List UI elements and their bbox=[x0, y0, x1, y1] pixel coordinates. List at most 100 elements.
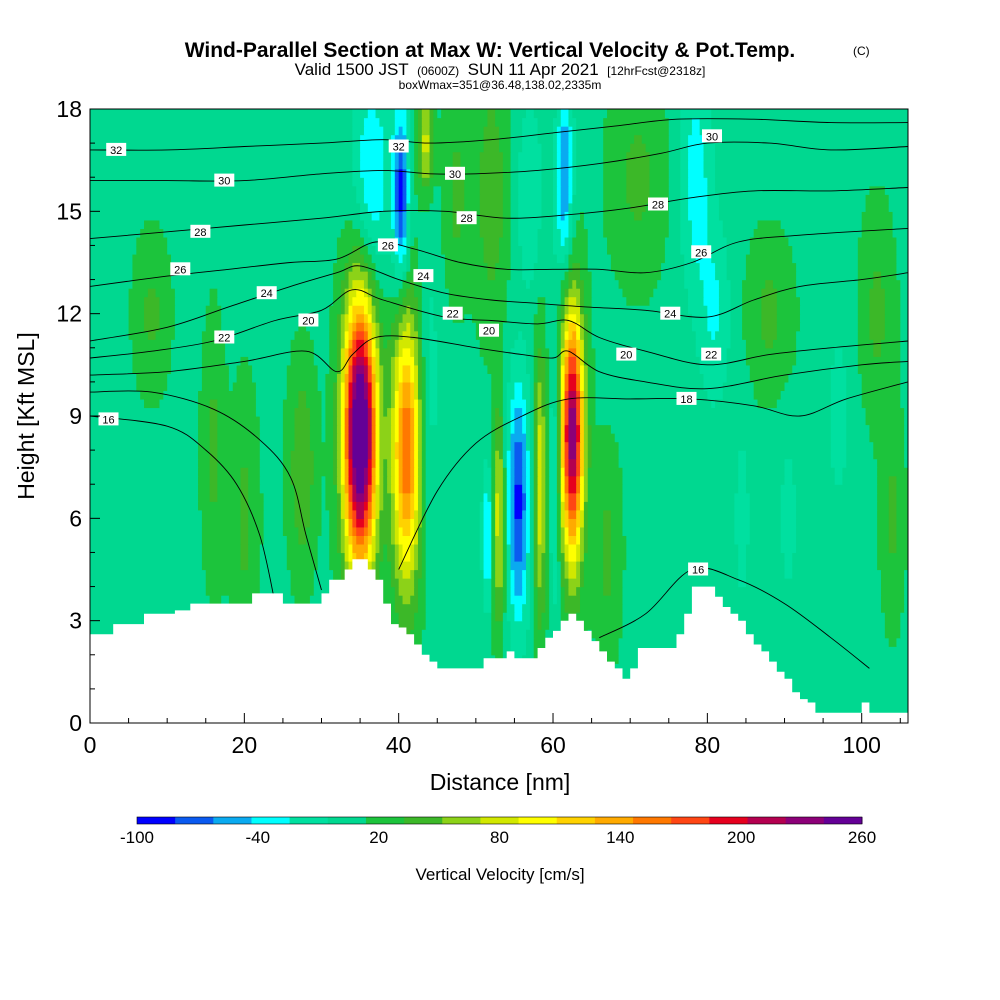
contour-label-bg bbox=[479, 323, 499, 337]
velocity-cell bbox=[132, 364, 172, 374]
velocity-cell bbox=[325, 475, 334, 485]
velocity-cell bbox=[240, 484, 249, 494]
velocity-cell bbox=[379, 518, 392, 528]
velocity-cell bbox=[583, 381, 589, 392]
velocity-cell bbox=[880, 347, 901, 357]
velocity-cell bbox=[595, 364, 701, 374]
velocity-cell bbox=[491, 595, 496, 605]
velocity-cell bbox=[796, 330, 859, 340]
velocity-cell bbox=[333, 381, 338, 392]
velocity-cell bbox=[433, 160, 454, 170]
velocity-cell bbox=[167, 373, 203, 383]
velocity-cell bbox=[217, 492, 242, 502]
velocity-cell bbox=[491, 526, 496, 536]
velocity-cell bbox=[564, 484, 570, 494]
velocity-cell bbox=[603, 228, 670, 238]
velocity-cell bbox=[290, 339, 315, 349]
velocity-cell bbox=[564, 381, 570, 392]
velocity-cell bbox=[580, 569, 585, 579]
velocity-cell bbox=[433, 126, 485, 136]
velocity-cell bbox=[502, 458, 508, 468]
velocity-cell bbox=[900, 364, 908, 374]
contour-label-22: 22 bbox=[442, 306, 463, 321]
velocity-cell bbox=[417, 441, 423, 451]
velocity-cell bbox=[526, 398, 531, 409]
velocity-cell bbox=[441, 219, 454, 229]
velocity-cell bbox=[711, 253, 728, 264]
velocity-cell bbox=[344, 398, 350, 409]
velocity-cell bbox=[414, 501, 419, 511]
velocity-cell bbox=[90, 185, 357, 195]
velocity-cell bbox=[479, 185, 504, 195]
velocity-cell bbox=[576, 356, 581, 366]
velocity-cell bbox=[363, 364, 369, 374]
velocity-cell bbox=[549, 620, 562, 630]
velocity-cell bbox=[707, 219, 724, 229]
velocity-cell bbox=[379, 279, 404, 289]
velocity-cell bbox=[367, 535, 373, 545]
velocity-cell bbox=[379, 543, 384, 554]
forecast-info: [12hrFcst@2318z] bbox=[607, 64, 705, 78]
velocity-cell bbox=[352, 117, 365, 127]
velocity-cell bbox=[441, 194, 454, 204]
velocity-cell bbox=[217, 467, 242, 477]
velocity-cell bbox=[556, 253, 566, 264]
velocity-cell bbox=[749, 535, 782, 545]
velocity-cell bbox=[421, 398, 427, 409]
velocity-cell bbox=[452, 160, 462, 170]
velocity-cell bbox=[363, 177, 384, 187]
velocity-cell bbox=[336, 236, 365, 247]
velocity-cell bbox=[749, 518, 782, 528]
velocity-cell bbox=[776, 398, 832, 409]
velocity-cell bbox=[749, 245, 793, 255]
velocity-cell bbox=[375, 467, 380, 477]
velocity-cell bbox=[402, 509, 411, 519]
velocity-cell bbox=[340, 288, 346, 298]
velocity-cell bbox=[321, 433, 326, 443]
velocity-cell bbox=[329, 322, 338, 332]
velocity-cell bbox=[201, 526, 242, 536]
velocity-cell bbox=[556, 134, 562, 144]
velocity-cell bbox=[437, 381, 492, 392]
velocity-cell bbox=[560, 356, 566, 366]
velocity-cell bbox=[745, 262, 797, 272]
velocity-cell bbox=[201, 364, 230, 374]
velocity-cell bbox=[90, 288, 130, 298]
velocity-cell bbox=[533, 330, 546, 340]
velocity-cell bbox=[340, 416, 346, 426]
velocity-cell bbox=[545, 484, 550, 494]
velocity-cell bbox=[417, 339, 423, 349]
velocity-cell bbox=[414, 416, 419, 426]
contour-label-text: 32 bbox=[110, 145, 122, 157]
velocity-cell bbox=[371, 484, 377, 494]
velocity-cell bbox=[383, 185, 392, 195]
velocity-cell bbox=[425, 450, 492, 460]
velocity-cell bbox=[421, 543, 427, 554]
velocity-cell bbox=[421, 509, 427, 519]
velocity-cell bbox=[591, 339, 697, 349]
velocity-cell bbox=[128, 296, 145, 306]
velocity-cell bbox=[483, 253, 500, 264]
velocity-cell bbox=[865, 407, 905, 417]
velocity-cell bbox=[526, 586, 531, 596]
velocity-cell bbox=[541, 202, 554, 212]
velocity-cell bbox=[541, 347, 550, 357]
velocity-cell bbox=[549, 595, 554, 605]
velocity-cell bbox=[240, 543, 249, 554]
velocity-cell bbox=[529, 509, 535, 519]
velocity-cell bbox=[734, 518, 751, 528]
velocity-cell bbox=[900, 398, 908, 409]
velocity-cell bbox=[483, 518, 492, 528]
velocity-cell bbox=[514, 586, 523, 596]
contour-label-bg bbox=[214, 330, 235, 344]
velocity-cell bbox=[568, 279, 573, 289]
velocity-cell bbox=[549, 416, 558, 426]
velocity-cell bbox=[414, 117, 419, 127]
velocity-cell bbox=[390, 433, 396, 443]
velocity-cell bbox=[502, 552, 508, 562]
velocity-cell bbox=[595, 373, 705, 383]
velocity-cell bbox=[309, 501, 323, 511]
velocity-cell bbox=[491, 586, 496, 596]
colorbar-tick-label: 80 bbox=[490, 828, 509, 847]
velocity-cell bbox=[649, 168, 670, 178]
